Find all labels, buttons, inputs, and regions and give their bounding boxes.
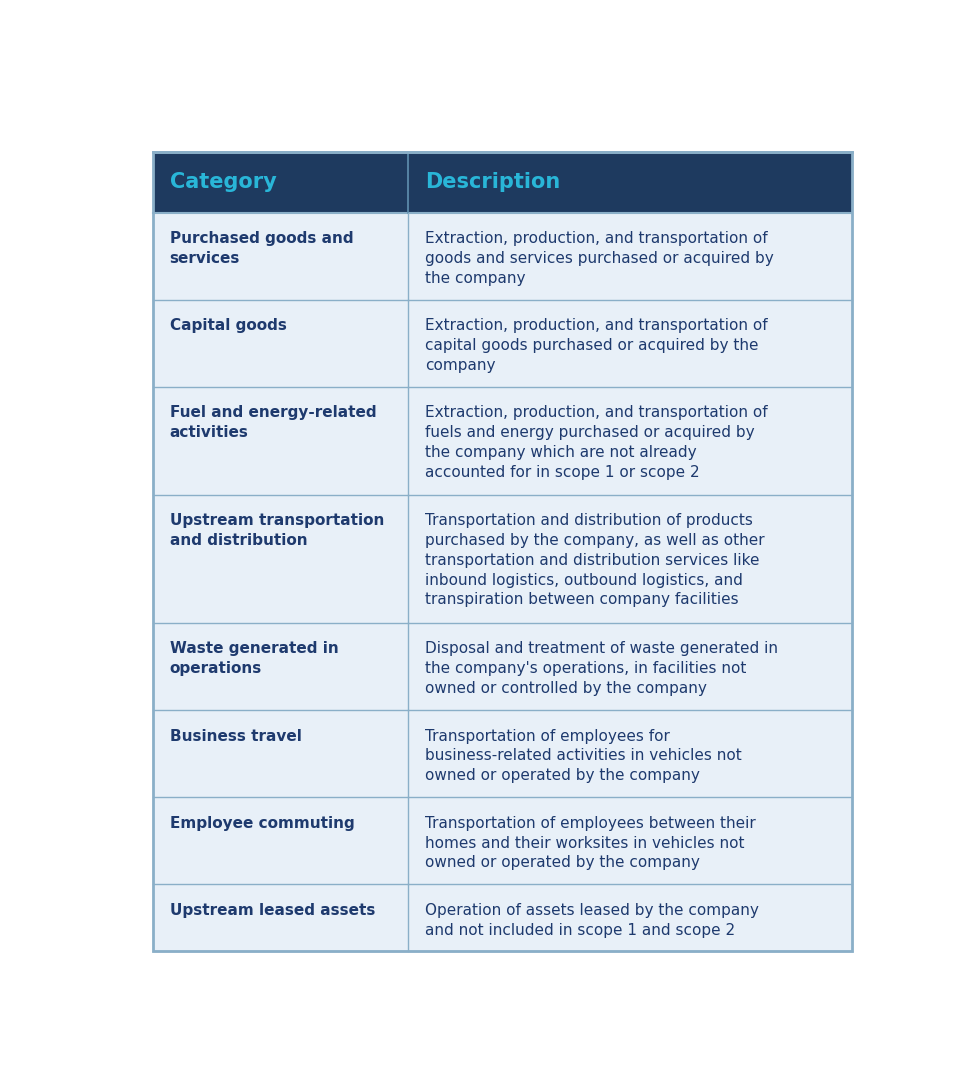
Bar: [153, 710, 852, 797]
Bar: [153, 885, 852, 951]
Text: Disposal and treatment of waste generated in
the company's operations, in facili: Disposal and treatment of waste generate…: [424, 641, 777, 696]
Bar: [153, 299, 852, 387]
Text: Description: Description: [424, 173, 560, 192]
Text: Transportation of employees between their
homes and their worksites in vehicles : Transportation of employees between thei…: [424, 816, 756, 870]
Text: Transportation and distribution of products
purchased by the company, as well as: Transportation and distribution of produ…: [424, 513, 764, 607]
Bar: [153, 624, 852, 710]
Bar: [153, 495, 852, 624]
Text: Extraction, production, and transportation of
capital goods purchased or acquire: Extraction, production, and transportati…: [424, 318, 767, 372]
Text: Extraction, production, and transportation of
goods and services purchased or ac: Extraction, production, and transportati…: [424, 232, 773, 286]
Bar: [153, 152, 852, 213]
Text: Waste generated in
operations: Waste generated in operations: [170, 641, 338, 676]
Text: Business travel: Business travel: [170, 728, 302, 744]
Text: Fuel and energy-related
activities: Fuel and energy-related activities: [170, 405, 376, 440]
Text: Employee commuting: Employee commuting: [170, 816, 355, 831]
Text: Transportation of employees for
business-related activities in vehicles not
owne: Transportation of employees for business…: [424, 728, 742, 783]
Text: Extraction, production, and transportation of
fuels and energy purchased or acqu: Extraction, production, and transportati…: [424, 405, 767, 479]
Text: Category: Category: [170, 173, 276, 192]
Text: Operation of assets leased by the company
and not included in scope 1 and scope : Operation of assets leased by the compan…: [424, 903, 759, 938]
Text: Purchased goods and
services: Purchased goods and services: [170, 232, 353, 265]
Bar: [153, 213, 852, 299]
Bar: [153, 387, 852, 495]
Text: Upstream leased assets: Upstream leased assets: [170, 903, 375, 918]
Bar: [153, 797, 852, 885]
Text: Capital goods: Capital goods: [170, 318, 286, 333]
Text: Upstream transportation
and distribution: Upstream transportation and distribution: [170, 513, 384, 548]
